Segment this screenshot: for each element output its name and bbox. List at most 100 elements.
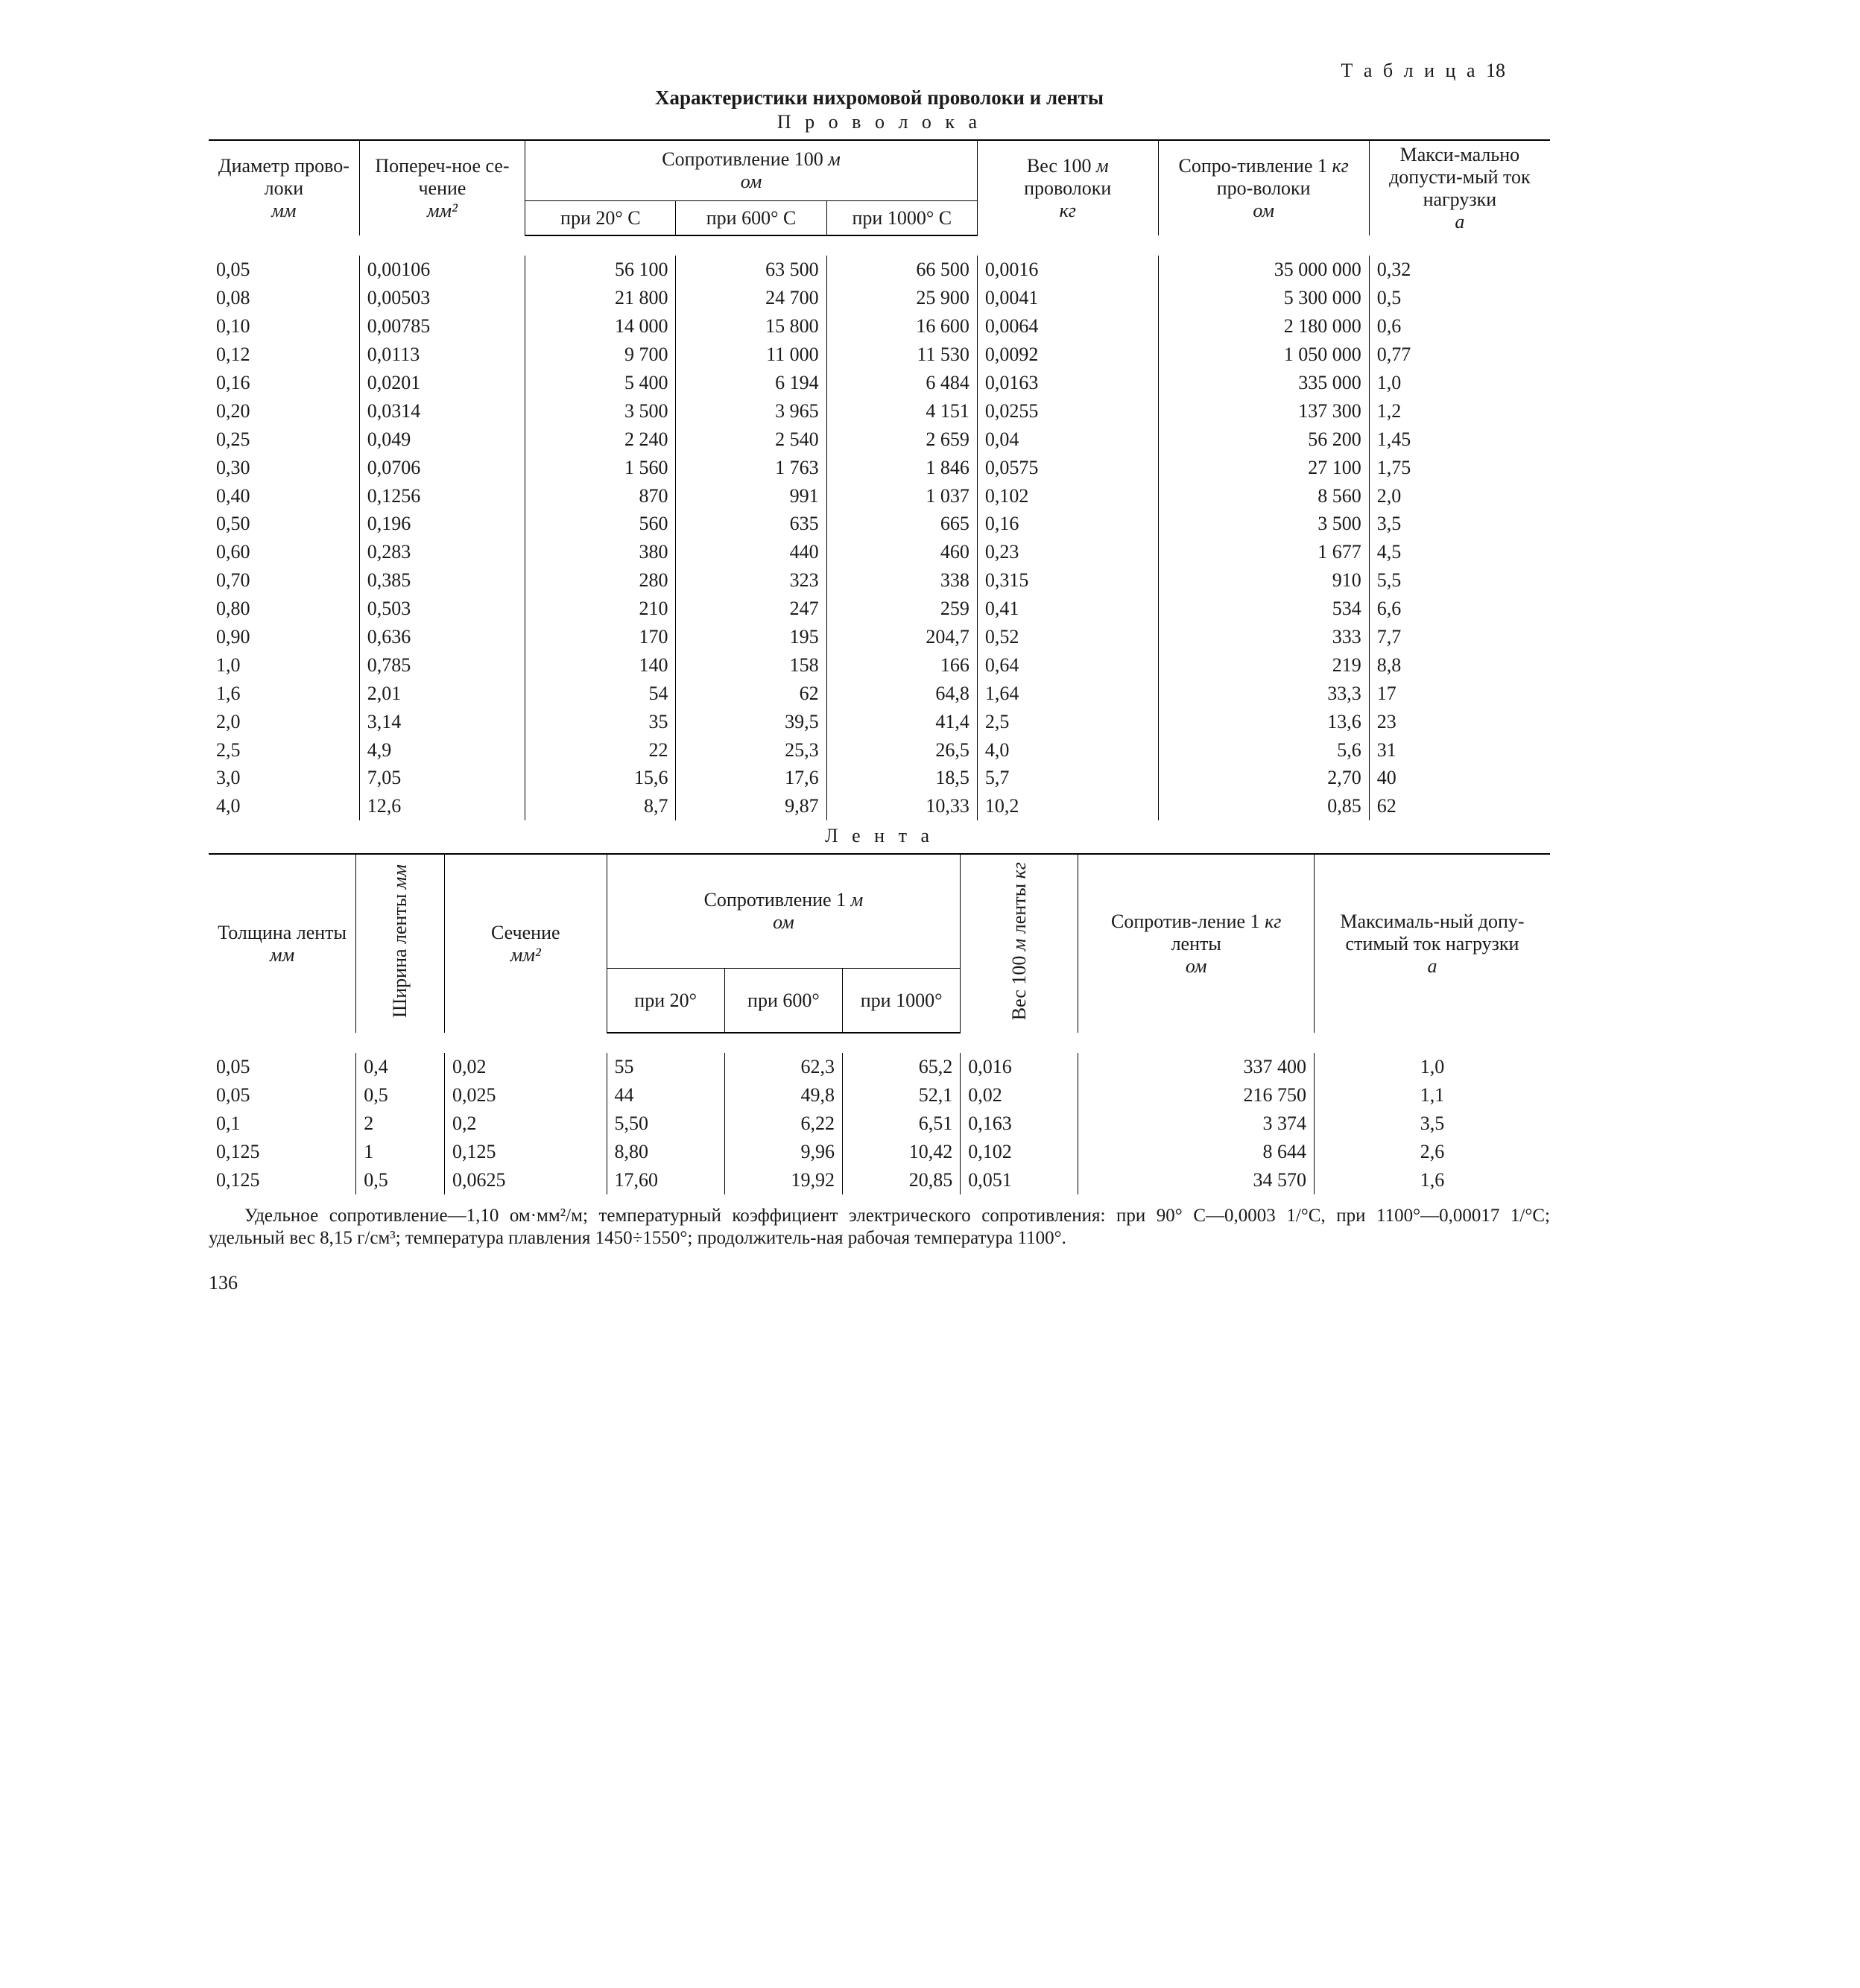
cell: 0,102 [961,1138,1078,1166]
col-imax: Макси-мально допусти-мый ток нагрузки а [1369,140,1550,236]
cell: 16 600 [826,312,977,341]
cell: 0,23 [977,538,1158,566]
cell: 13,6 [1158,708,1369,736]
cell: 0,196 [359,510,525,538]
cell: 9,87 [676,792,826,820]
col2-width: Ширина ленты мм [356,854,445,1033]
cell: 66 500 [826,256,977,284]
cell: 0,5 [356,1166,445,1194]
cell: 1,0 [1369,369,1550,397]
cell: 0,20 [209,397,359,425]
cell: 210 [525,595,676,623]
cell: 56 200 [1158,425,1369,454]
cell: 17,60 [607,1166,724,1194]
cell: 0,503 [359,595,525,623]
table-number: 18 [1486,60,1505,81]
wire-table: Диаметр прово-локи мм Попереч-ное се-чен… [209,139,1550,820]
cell: 665 [826,510,977,538]
cell: 62 [1369,792,1550,820]
cell: 219 [1158,651,1369,680]
cell: 3 965 [676,397,826,425]
col-r1000: при 1000° С [826,201,977,236]
cell: 870 [525,482,676,510]
cell: 0,05 [209,1081,356,1109]
col-cross-section: Попереч-ное се-чение мм² [359,140,525,236]
cell: 280 [525,566,676,595]
cell: 0,50 [209,510,359,538]
cell: 2,70 [1158,764,1369,792]
section1-heading: П р о в о л о к а [209,111,1550,133]
cell: 0,2 [444,1109,607,1138]
col-resistance-kg: Сопро-тивление 1 кг про-волоки ом [1158,140,1369,236]
cell: 52,1 [843,1081,961,1109]
cell: 0,049 [359,425,525,454]
table-row: 0,12510,1258,809,9610,420,1028 6442,6 [209,1138,1550,1166]
cell: 1 677 [1158,538,1369,566]
cell: 0,60 [209,538,359,566]
col2-weight: Вес 100 м ленты кг [961,854,1078,1033]
cell: 0,32 [1369,256,1550,284]
col2-r1000: при 1000° [843,968,961,1033]
cell: 49,8 [724,1081,842,1109]
cell: 9,96 [724,1138,842,1166]
cell: 6,51 [843,1109,961,1138]
cell: 62,3 [724,1053,842,1081]
cell: 0,163 [961,1109,1078,1138]
cell: 0,6 [1369,312,1550,341]
cell: 0,12 [209,341,359,369]
cell: 2,5 [977,708,1158,736]
cell: 20,85 [843,1166,961,1194]
cell: 8,8 [1369,651,1550,680]
cell: 8,80 [607,1138,724,1166]
cell: 1,0 [209,651,359,680]
cell: 44 [607,1081,724,1109]
cell: 15,6 [525,764,676,792]
cell: 0,785 [359,651,525,680]
cell: 5,7 [977,764,1158,792]
cell: 39,5 [676,708,826,736]
cell: 4,9 [359,736,525,765]
table-row: 0,120,25,506,226,510,1633 3743,5 [209,1109,1550,1138]
cell: 0,385 [359,566,525,595]
cell: 0,315 [977,566,1158,595]
cell: 380 [525,538,676,566]
cell: 8,7 [525,792,676,820]
cell: 33,3 [1158,680,1369,708]
table-label: Т а б л и ц а [1341,60,1478,81]
col2-r20: при 20° [607,968,724,1033]
wire-table-body: 0,050,0010656 10063 50066 5000,001635 00… [209,235,1550,820]
table-row: 2,03,143539,541,42,513,623 [209,708,1550,736]
ribbon-table: Толщина ленты мм Ширина ленты мм Сечение… [209,853,1550,1194]
cell: 27 100 [1158,454,1369,482]
cell: 440 [676,538,826,566]
cell: 10,33 [826,792,977,820]
cell: 56 100 [525,256,676,284]
cell: 11 000 [676,341,826,369]
col2-imax: Максималь-ный допу-стимый ток нагрузки а [1314,854,1550,1033]
table-row: 0,120,01139 70011 00011 5300,00921 050 0… [209,341,1550,369]
cell: 1,2 [1369,397,1550,425]
cell: 1 050 000 [1158,341,1369,369]
cell: 0,025 [444,1081,607,1109]
cell: 910 [1158,566,1369,595]
cell: 0,16 [209,369,359,397]
cell: 8 644 [1078,1138,1314,1166]
cell: 0,10 [209,312,359,341]
cell: 24 700 [676,284,826,312]
cell: 3,14 [359,708,525,736]
cell: 10,2 [977,792,1158,820]
cell: 3 374 [1078,1109,1314,1138]
cell: 23 [1369,708,1550,736]
cell: 0,1256 [359,482,525,510]
scanned-page: Т а б л и ц а 18 Характеристики нихромов… [209,60,1550,1294]
cell: 2 540 [676,425,826,454]
cell: 2,01 [359,680,525,708]
cell: 14 000 [525,312,676,341]
table-row: 0,100,0078514 00015 80016 6000,00642 180… [209,312,1550,341]
cell: 335 000 [1158,369,1369,397]
cell: 0,0113 [359,341,525,369]
cell: 0,0625 [444,1166,607,1194]
cell: 140 [525,651,676,680]
cell: 0,5 [1369,284,1550,312]
cell: 0,5 [356,1081,445,1109]
